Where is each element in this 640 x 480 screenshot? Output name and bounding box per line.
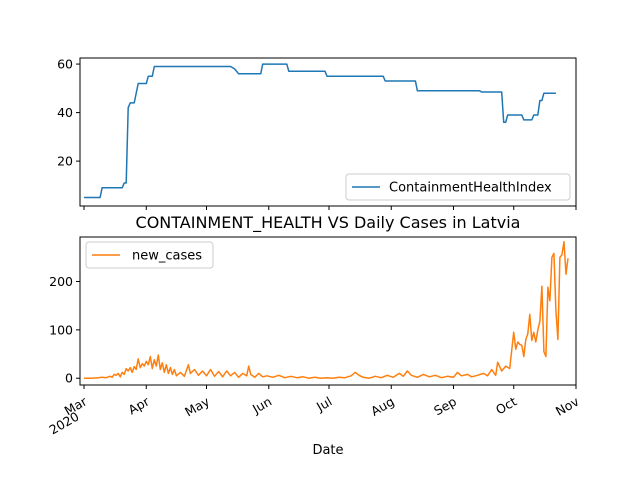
top-y-ticks: 20 40 60 bbox=[57, 57, 80, 169]
y-tick-label: 0 bbox=[65, 371, 73, 386]
y-tick-label: 200 bbox=[49, 274, 73, 289]
top-series-lines bbox=[84, 63, 556, 199]
ContainmentHealthIndex-line bbox=[84, 63, 556, 199]
bottom-legend-label: new_cases bbox=[132, 249, 202, 264]
y-tick-label: 40 bbox=[57, 105, 73, 120]
bottom-axes-frame bbox=[79, 236, 577, 386]
top-legend-box bbox=[345, 173, 571, 201]
y-tick-label: 60 bbox=[57, 57, 73, 72]
x-axis-label: Date bbox=[312, 443, 343, 458]
bottom-legend: new_cases bbox=[85, 241, 214, 269]
new_cases-line bbox=[84, 241, 569, 379]
bottom-series-lines bbox=[84, 241, 569, 379]
top-legend: ContainmentHealthIndex bbox=[345, 173, 571, 201]
top-x-ticks bbox=[83, 206, 577, 210]
y-tick-label: 100 bbox=[49, 322, 73, 337]
chart-title: CONTAINMENT_HEALTH VS Daily Cases in Lat… bbox=[136, 213, 521, 233]
bottom-y-ticks: 0 100 200 bbox=[49, 274, 80, 386]
top-subplot: 20 40 60 ContainmentHealthIndex bbox=[57, 57, 577, 210]
top-axes-frame bbox=[79, 57, 577, 207]
x-tick-label: Jul bbox=[313, 394, 334, 415]
top-legend-label: ContainmentHealthIndex bbox=[389, 181, 552, 196]
y-tick-label: 20 bbox=[57, 154, 73, 169]
bottom-legend-box bbox=[85, 241, 214, 269]
